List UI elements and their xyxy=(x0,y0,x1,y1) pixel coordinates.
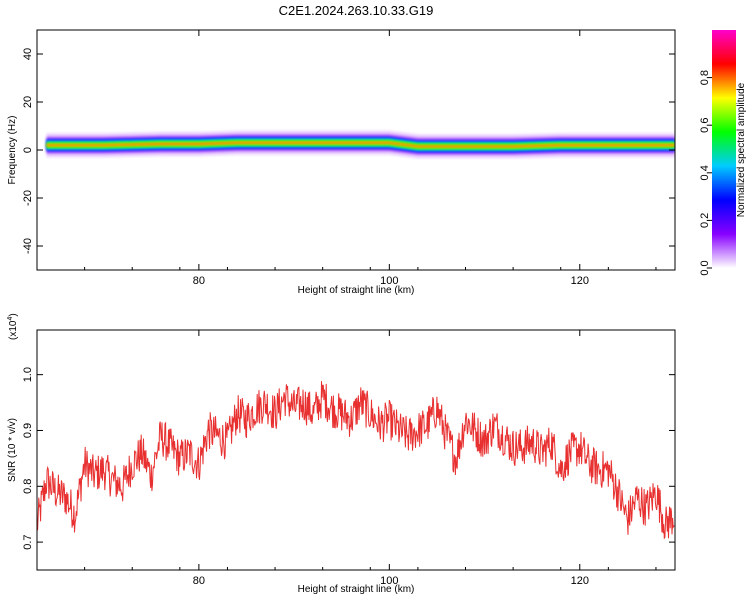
snr-series-line xyxy=(37,381,675,540)
snr-x-axis-title: Height of straight line (km) xyxy=(298,584,415,595)
spectrogram-y-tick-label: 40 xyxy=(22,48,34,60)
spectrogram-y-axis-title: Frequency (Hz) xyxy=(7,116,18,185)
spectrogram-x-axis-title: Height of straight line (km) xyxy=(298,285,415,296)
snr-y-tick-label: 1.0 xyxy=(22,367,34,382)
spectrogram-y-tick-label: -20 xyxy=(22,190,34,206)
snr-multiplier-exponent: 4 xyxy=(7,317,14,321)
spectrogram-y-ticks: -40 -20 0 20 40 xyxy=(22,48,675,254)
colorbar-tick-label: 0.4 xyxy=(699,165,711,180)
snr-y-tick-label: 0.8 xyxy=(22,479,34,494)
snr-panel: 80 100 120 0.7 0.8 0.9 1.0 Height of straight… xyxy=(7,313,676,595)
snr-x-ticks: 80 100 120 xyxy=(36,330,657,587)
spectrogram-y-tick-label: 20 xyxy=(22,96,34,108)
ridge-band-red xyxy=(46,142,675,148)
colorbar: 0.0 0.2 0.4 0.6 0.8 Normalized spectral ampl… xyxy=(699,30,747,276)
colorbar-strip xyxy=(712,30,736,268)
snr-x-tick-label: 100 xyxy=(380,575,398,587)
spectrogram-y-tick-label: -40 xyxy=(22,238,34,254)
spectrogram-x-tick-label: 80 xyxy=(193,275,205,287)
snr-y-axis-title: SNR (10 * v/v) xyxy=(7,418,18,482)
colorbar-ticks: 0.0 0.2 0.4 0.6 0.8 xyxy=(699,70,712,276)
snr-multiplier-label: (x104) xyxy=(7,313,19,340)
figure-title: C2E1.2024.263.10.33.G19 xyxy=(279,3,434,18)
snr-multiplier-base: (x10 xyxy=(8,320,19,340)
snr-y-tick-label: 0.7 xyxy=(22,534,34,549)
snr-frame xyxy=(36,329,676,571)
snr-x-tick-label: 80 xyxy=(193,575,205,587)
snr-multiplier-close: ) xyxy=(8,313,19,316)
colorbar-tick-label: 0.6 xyxy=(699,118,711,133)
spectral-ridge xyxy=(46,130,675,159)
snr-y-tick-label: 0.9 xyxy=(22,423,34,438)
spectrogram-y-tick-label: 0 xyxy=(22,147,34,153)
spectrogram-x-ticks: 80 100 120 xyxy=(36,30,657,287)
colorbar-tick-label: 0.2 xyxy=(699,213,711,228)
spectrogram-x-tick-label: 120 xyxy=(571,275,589,287)
snr-x-tick-label: 120 xyxy=(571,575,589,587)
colorbar-title: Normalized spectral amplitude xyxy=(736,82,747,217)
spectrogram-x-tick-label: 100 xyxy=(380,275,398,287)
colorbar-tick-label: 0.8 xyxy=(699,70,711,85)
colorbar-tick-label: 0.0 xyxy=(699,260,711,275)
snr-y-ticks: 0.7 0.8 0.9 1.0 xyxy=(22,367,675,550)
spectrogram-panel: 80 100 120 -40 -20 0 20 40 Height of straight … xyxy=(7,29,676,296)
